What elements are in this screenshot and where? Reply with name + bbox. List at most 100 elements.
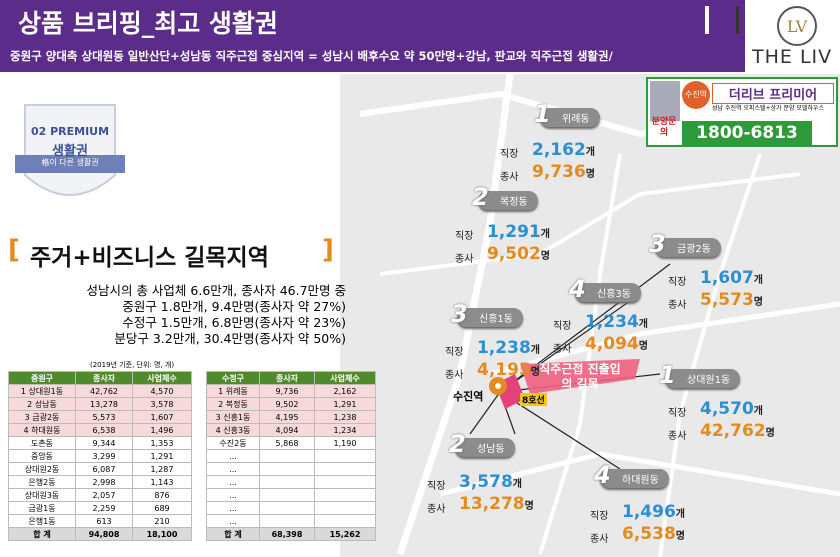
table-cell: 2 복정동 [206,397,260,411]
area-name: 신흥1동 [479,314,513,325]
staff-value: 5,573명 [700,290,763,310]
table-row: 도촌동 9,344 1,353 [8,436,192,450]
work-value: 1,291개 [487,222,550,242]
area-name: 성남동 [477,444,505,455]
staff-number: 4,094 [585,334,639,354]
staff-label: 종사 [445,370,464,381]
table-cell [314,501,376,515]
table-header: 중원구 종사자 사업체수 [8,371,192,385]
table-row: 1 위례동 9,736 2,162 [206,384,376,398]
table-row: 3 신흥1동 4,195 1,238 [206,410,376,424]
bracket: ] [322,235,334,265]
staff-number: 4,195 [477,360,531,380]
table-row: 2 복정동 9,502 1,291 [206,397,376,411]
table-cell: 3,299 [75,449,133,463]
staff-label: 종사 [668,300,687,311]
area-banner: 4 하대원동 [594,461,669,489]
table-row: 상대원3동 2,057 876 [8,488,192,502]
work-number: 1,607 [700,268,754,288]
work-number: 2,162 [532,140,586,160]
area-number: 2 [472,183,489,211]
arrow-text: 직주근접 진출입의 길목 [539,362,621,391]
staff-number: 9,736 [532,162,586,182]
area-banner: 2 성남동 [449,430,515,458]
header-cell: 중원구 [8,371,76,385]
table-cell: ... [206,501,260,515]
unit: 개 [512,479,522,490]
table-cell: 1,143 [132,475,192,489]
staff-value: 42,762명 [700,421,775,441]
area-number: 4 [594,461,611,489]
unit: 명 [540,251,550,262]
area-banner: 1 위례동 [534,100,600,128]
staff-number: 42,762 [700,421,766,441]
staff-label: 종사 [553,344,572,355]
table-cell [259,488,315,502]
table-cell: ... [206,475,260,489]
work-number: 3,578 [459,472,513,492]
table-cell: 은행2동 [8,475,76,489]
emblem [15,104,125,196]
table-cell: 6,087 [75,462,133,476]
table-cell [259,514,315,528]
work-value: 4,570개 [700,399,763,419]
table-cell: 2 성남동 [8,397,76,411]
table-cell: 613 [75,514,133,528]
table-row: 3 금광2동 5,573 1,607 [8,410,192,424]
table-cell: 상대원2동 [8,462,76,476]
table-cell [259,475,315,489]
table-cell: 42,762 [75,384,133,398]
table-row: ... [206,488,376,502]
staff-label: 종사 [590,534,609,545]
ad-badge: 수진역 [682,81,710,109]
area-number: 2 [449,430,466,458]
logo-icon: LV [777,6,817,46]
heading: 주거+비즈니스 길목지역 [30,245,269,271]
unit: 개 [530,345,540,356]
table-cell: 1,234 [314,423,376,437]
table-cell: ... [206,488,260,502]
table-cell: 2,162 [314,384,376,398]
emblem-main: 생활권 [52,144,88,159]
area-number: 4 [569,275,586,303]
table-cell [314,462,376,476]
table-row: ... [206,462,376,476]
table-cell: 68,398 [259,527,315,541]
stat-line: 중원구 1.8만개, 9.4만명(종사자 약 27%) [122,299,346,314]
staff-value: 13,278명 [459,494,534,514]
table-cell: 210 [132,514,192,528]
stat-line: 수정구 1.5만개, 6.8만명(종사자 약 23%) [122,315,346,330]
unit: 명 [524,501,534,512]
table-row: 은행2동 2,998 1,143 [8,475,192,489]
data-table: 중원구 종사자 사업체수 1 상대원1동 42,762 4,570 2 성남동 13,278 3… [8,371,192,541]
ad-phone: 1800-6813 [682,121,812,145]
work-label: 직장 [553,321,572,332]
table-cell: 1,190 [314,436,376,450]
emblem-ribbon: 格이 다른 생활권 [41,158,99,167]
area-name: 신흥3동 [597,289,631,300]
divider [705,6,709,34]
table-cell: 4 하대원동 [8,423,76,437]
staff-value: 4,195명 [477,360,540,380]
table-cell: 1,496 [132,423,192,437]
table-cell [314,488,376,502]
table-cell: 9,502 [259,397,315,411]
unit: 명 [675,531,685,542]
area-name: 상대원1동 [687,375,731,386]
area-name: 복정동 [500,197,528,208]
logo: THE LIV [752,46,833,68]
work-number: 4,570 [700,399,754,419]
emblem-top: 02 PREMIUM [30,125,110,138]
table-cell: 5,573 [75,410,133,424]
table-row: 합 계 68,398 15,262 [206,527,376,541]
work-number: 1,238 [477,338,531,358]
area-banner: 4 신흥3동 [569,275,641,303]
table-cell: 4 신흥3동 [206,423,260,437]
staff-value: 6,538명 [622,524,685,544]
table-row: ... [206,501,376,515]
table-cell: 합 계 [8,527,76,541]
table-row: 합 계 94,808 18,100 [8,527,192,541]
table-cell: 4,094 [259,423,315,437]
work-label: 직장 [427,481,446,492]
